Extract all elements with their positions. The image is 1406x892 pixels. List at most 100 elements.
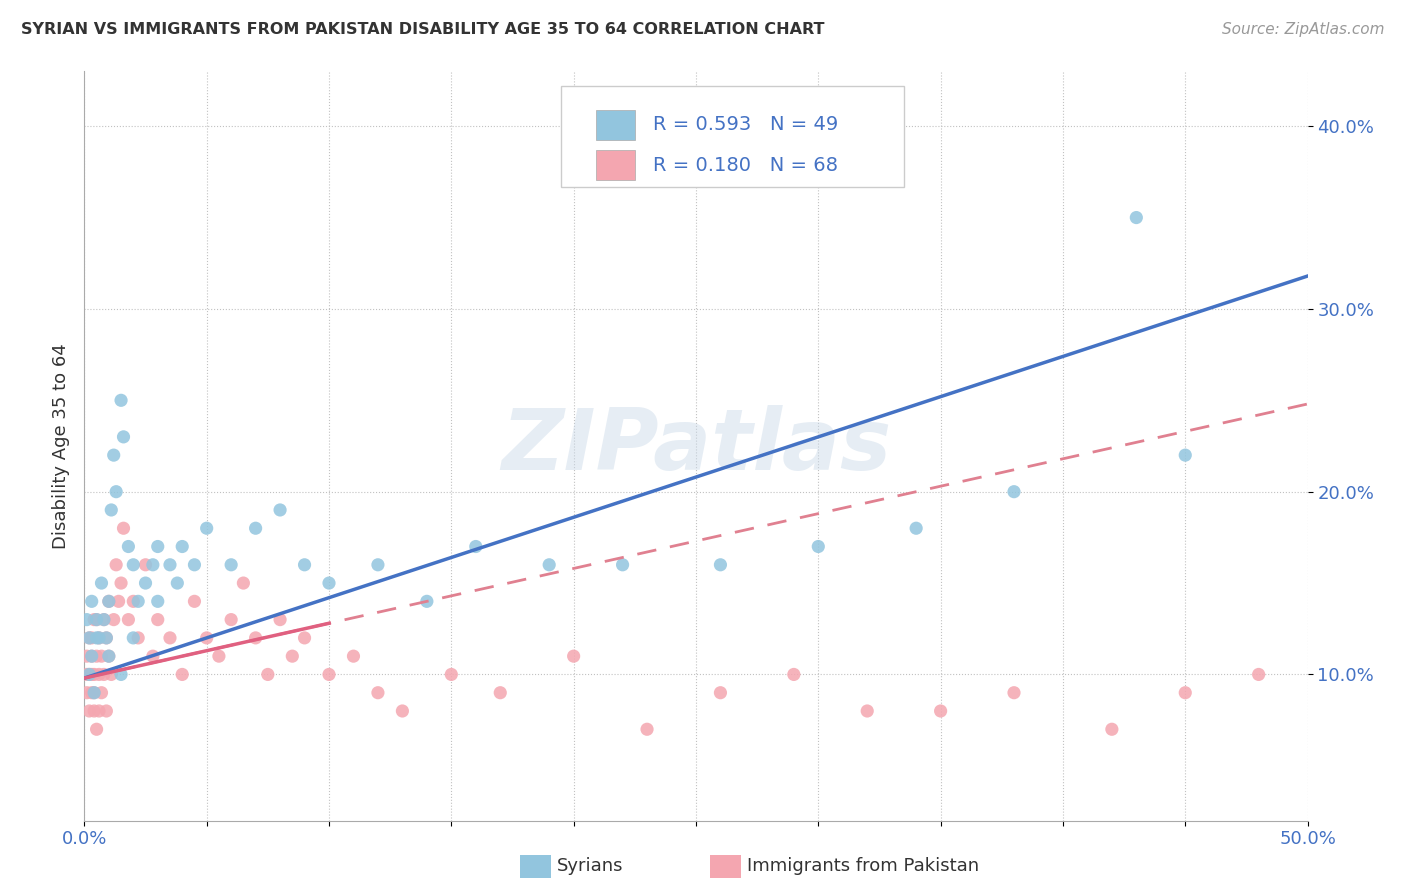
Point (318, 576, 340, 591)
Point (142, 558, 165, 572)
Point (86, 649, 108, 664)
Point (367, 686, 389, 700)
Point (80, 667, 103, 681)
Point (105, 558, 128, 572)
Point (112, 430, 135, 444)
Point (105, 484, 128, 499)
Text: Syrians: Syrians (557, 857, 623, 875)
Point (86, 613, 108, 627)
Point (77, 667, 100, 681)
Point (103, 448, 125, 462)
Point (269, 503, 291, 517)
Point (93, 667, 115, 681)
Point (245, 631, 267, 645)
Point (77, 704, 100, 718)
Point (856, 704, 879, 718)
Point (562, 649, 585, 664)
Point (80, 631, 103, 645)
Point (122, 594, 145, 608)
Point (97, 594, 120, 608)
Point (110, 576, 132, 591)
Point (281, 649, 304, 664)
Point (195, 631, 218, 645)
Point (87, 667, 110, 681)
Point (86, 631, 108, 645)
Point (83, 667, 105, 681)
Point (83, 704, 105, 718)
Point (77, 667, 100, 681)
Bar (596, 110, 636, 139)
Point (76, 686, 98, 700)
Bar (596, 150, 636, 180)
Point (122, 558, 145, 572)
Point (86, 723, 108, 737)
Point (117, 540, 139, 554)
Point (93, 613, 115, 627)
Point (367, 558, 389, 572)
Point (112, 521, 135, 535)
Point (159, 631, 181, 645)
Point (807, 540, 830, 554)
Point (93, 613, 115, 627)
Point (107, 594, 129, 608)
Point (90, 686, 112, 700)
Point (83, 613, 105, 627)
Point (783, 667, 806, 681)
Point (76, 613, 98, 627)
Point (80, 686, 103, 700)
Point (166, 576, 188, 591)
Point (80, 594, 103, 608)
Point (538, 558, 561, 572)
Text: ZIPatlas: ZIPatlas (501, 404, 891, 488)
Point (294, 631, 316, 645)
Point (342, 649, 364, 664)
Point (1125, 211, 1147, 225)
Point (77, 631, 100, 645)
Point (87, 631, 110, 645)
Point (97, 594, 120, 608)
Point (1101, 723, 1123, 737)
Point (90, 649, 112, 664)
Point (1247, 667, 1270, 681)
Point (905, 521, 928, 535)
Point (90, 576, 112, 591)
Point (245, 521, 267, 535)
Point (100, 667, 122, 681)
Point (612, 558, 634, 572)
Point (146, 613, 169, 627)
Point (464, 540, 486, 554)
Point (96, 704, 118, 718)
Point (97, 649, 120, 664)
Point (1174, 686, 1197, 700)
Point (1174, 448, 1197, 462)
Point (219, 613, 242, 627)
Text: R = 0.593   N = 49: R = 0.593 N = 49 (654, 115, 838, 134)
Point (636, 723, 658, 737)
Point (440, 667, 463, 681)
Point (110, 667, 132, 681)
Point (489, 686, 512, 700)
Point (96, 631, 118, 645)
Point (87, 704, 110, 718)
Point (127, 631, 149, 645)
Text: R = 0.180   N = 68: R = 0.180 N = 68 (654, 155, 838, 175)
Point (97, 649, 120, 664)
Point (76, 649, 98, 664)
Point (1002, 484, 1025, 499)
Point (83, 686, 105, 700)
Point (117, 613, 139, 627)
Point (87, 631, 110, 645)
Point (172, 540, 194, 554)
Point (232, 576, 254, 591)
Point (709, 558, 731, 572)
Point (269, 613, 291, 627)
Point (100, 503, 122, 517)
Point (257, 667, 280, 681)
Point (127, 594, 149, 608)
Point (83, 686, 105, 700)
Y-axis label: Disability Age 35 to 64: Disability Age 35 to 64 (52, 343, 70, 549)
Point (96, 631, 118, 645)
Point (146, 540, 169, 554)
Point (80, 649, 103, 664)
Point (1002, 686, 1025, 700)
